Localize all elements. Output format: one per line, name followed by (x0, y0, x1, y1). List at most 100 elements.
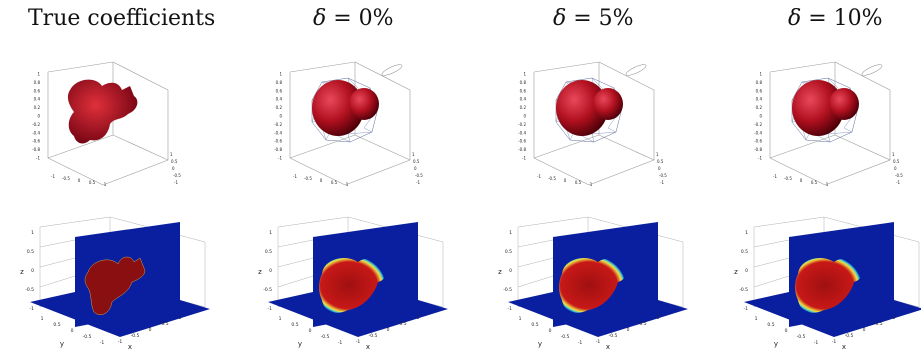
z-tick-label: 0.5 (741, 249, 748, 255)
z-tick-label: -1 (36, 156, 40, 161)
y-tick-label: -1 (814, 340, 819, 346)
z-tick-label: -1 (30, 306, 35, 312)
z-tick-label: 1 (37, 72, 40, 77)
bottom-panel-delta-5: 1 0.5 0 -0.5 -1 -1 -0.5 0 0.5 1 1 0.5 0 -0.5 -1 z x y (498, 216, 688, 351)
z-tick-label: -0.8 (274, 147, 282, 152)
x-tick-label: 0.5 (875, 321, 882, 327)
z-tick-label: 0.5 (265, 249, 272, 255)
z-tick-label: 0.8 (34, 80, 41, 85)
x-tick-label: 0.5 (575, 180, 582, 185)
z-tick-label: -0.5 (503, 287, 512, 293)
z-tick-label: 1 (31, 230, 34, 236)
box-edge (289, 61, 356, 73)
mesh-edge (593, 131, 617, 143)
mesh-edge (569, 139, 595, 143)
y-tick-label: -1 (100, 340, 105, 346)
box-edge (834, 134, 891, 161)
x-tick-label: -0.5 (131, 333, 140, 339)
z-tick-label: 0 (759, 114, 762, 119)
y-tick-label: 0 (414, 166, 417, 171)
grid-line (517, 216, 589, 228)
bottom-panel-delta-10: 1 0.5 0 -0.5 -1 -1 -0.5 0 0.5 1 1 0.5 0 -0.5 -1 z x y (734, 216, 921, 351)
z-tick-label: 0.6 (520, 88, 527, 93)
z-tick-label: 1 (509, 230, 512, 236)
z-tick-label: -1 (508, 306, 513, 312)
y-tick-label: 1 (656, 152, 659, 157)
reconstructed-lobe (829, 88, 859, 120)
mesh-edge (827, 131, 853, 135)
delta-value: = 0% (326, 6, 394, 31)
x-tick-label: 1 (179, 315, 182, 321)
mesh-edge (801, 77, 829, 83)
mesh-edge (555, 121, 571, 141)
delta-value: = 5% (566, 6, 634, 31)
y-tick-label: 1 (412, 152, 415, 157)
mesh-edge (607, 127, 617, 133)
slice-axes: 1 0.5 0 -0.5 -1 -1 -0.5 0 0.5 1 1 0.5 0 -0.5 -1 z x y (20, 216, 210, 351)
x-tick-label: 1 (346, 182, 349, 187)
z-tick-label: -0.4 (754, 130, 762, 135)
inclusion-outline (861, 64, 883, 76)
x-axis-label: x (128, 343, 132, 351)
x-tick-label: -1 (118, 339, 123, 345)
x-axis-label: x (842, 343, 846, 351)
z-tick-label: 0.6 (276, 88, 283, 93)
z-tick-label: 0.5 (505, 249, 512, 255)
y-tick-label: 1 (519, 316, 522, 322)
y-tick-label: 0.5 (893, 159, 900, 164)
mesh-edge (371, 107, 379, 133)
true-slice-inclusion (84, 256, 146, 315)
z-tick-label: 0 (509, 268, 512, 274)
z-axis-label: z (258, 268, 262, 276)
top-panel-delta-5: 1 0.8 0.6 0.4 0.2 0 -0.2 -0.4 -0.6 -0.8 -1 -1 -0.5 0 0… (518, 61, 667, 187)
box-edge (344, 159, 411, 186)
z-tick-label: 1 (279, 72, 282, 77)
column-title-true: True coefficients (28, 6, 216, 31)
delta-symbol: δ (553, 6, 567, 31)
x-tick-label: -0.5 (304, 176, 312, 181)
z-tick-label: -0.2 (32, 122, 40, 127)
y-tick-label: -1 (416, 180, 420, 185)
top-panel-delta-10: 1 0.8 0.6 0.4 0.2 0 -0.2 -0.4 -0.6 -0.8 -1 -1 -0.5 0 0… (754, 61, 903, 187)
box-edge (824, 159, 891, 186)
reconstructed-lobe (593, 88, 623, 120)
y-tick-label: -1 (338, 340, 343, 346)
z-tick-label: 0.8 (756, 80, 763, 85)
y-tick-label: 0 (785, 328, 788, 334)
z-tick-label: -0.8 (32, 147, 40, 152)
box-edge (769, 134, 836, 159)
box-edge (112, 134, 169, 161)
mesh-edge (851, 107, 859, 133)
x-tick-label: 0 (627, 327, 630, 333)
x-tick-label: 1 (657, 315, 660, 321)
mesh-edge (829, 131, 853, 143)
z-tick-label: -0.4 (274, 130, 282, 135)
z-tick-label: 0.4 (756, 97, 763, 102)
slice-axes: 1 0.5 0 -0.5 -1 -1 -0.5 0 0.5 1 1 0.5 0 -0.5 -1 z x y (258, 216, 448, 351)
grid-line (753, 216, 825, 228)
y-tick-label: -0.5 (895, 173, 903, 178)
z-axis-label: z (20, 268, 24, 276)
y-tick-label: -0.5 (415, 173, 423, 178)
x-tick-label: 0.5 (811, 180, 818, 185)
z-tick-label: -0.6 (32, 139, 40, 144)
z-tick-label: 0 (269, 268, 272, 274)
x-tick-label: -1 (537, 174, 541, 179)
reconstructed-slice-inclusion (795, 258, 862, 313)
y-tick-label: 0.5 (53, 322, 60, 328)
z-tick-label: -0.5 (739, 287, 748, 293)
x-tick-label: 0.5 (639, 321, 646, 327)
mesh-edge (363, 127, 373, 133)
x-tick-label: 0 (564, 178, 567, 183)
x-axis-label: x (606, 343, 610, 351)
x-tick-label: 0 (387, 327, 390, 333)
top-panel-delta-0: 1 0.8 0.6 0.4 0.2 0 -0.2 -0.4 -0.6 -0.8 -1 -1 -0.5 0 0… (274, 61, 423, 187)
grid-line (277, 216, 349, 228)
y-tick-label: 0 (172, 166, 175, 171)
delta-value: = 10% (801, 6, 883, 31)
z-tick-label: 0.5 (27, 249, 34, 255)
x-tick-label: 1 (104, 182, 107, 187)
box-edge (598, 61, 655, 91)
y-tick-label: -0.5 (321, 334, 330, 340)
x-tick-label: -1 (51, 174, 55, 179)
